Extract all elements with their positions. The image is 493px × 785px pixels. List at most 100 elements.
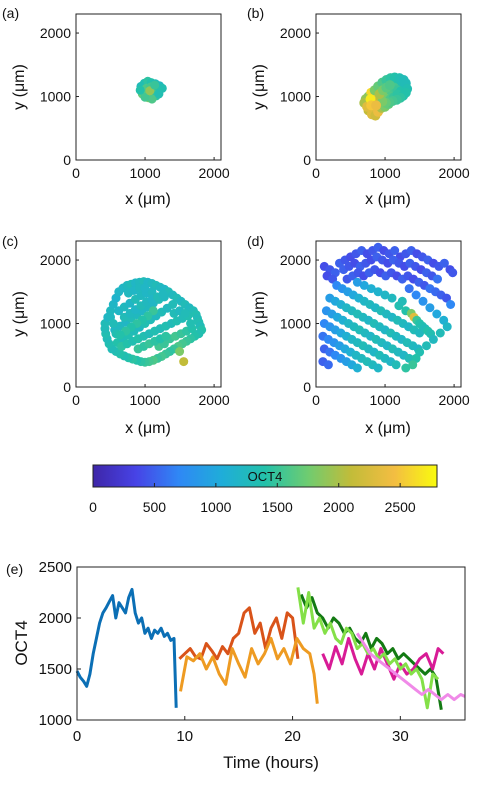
y-tick-label: 2000 [40,25,71,41]
data-point [100,324,110,334]
data-point [418,296,428,306]
points-a [135,76,167,104]
colorbar-ticks: 0 500 1000 1500 2000 2500 [89,483,416,515]
lines-e [75,587,466,711]
data-point [373,363,383,373]
colorbar-tick-label: 2000 [323,499,354,515]
data-point [439,258,449,268]
data-point [323,360,333,370]
data-point [391,360,401,370]
panel-a: (a) 0 1000 2000 0 1000 2000 x (μm) y (μm) [2,5,230,208]
x-tick-label: 1000 [129,392,160,408]
x-tick-label: 1000 [369,165,400,181]
x-tick-label: 0 [312,165,320,181]
x-tick-label: 2000 [439,392,470,408]
series-line [178,606,300,661]
xlabel-d: x (μm) [365,420,411,437]
data-point [387,293,397,303]
ylabel-b: y (μm) [251,64,268,110]
panel-e: (e) 0 10 20 30 1000 1500 2000 2500 Time (hours)… [6,559,466,772]
series-line [75,587,178,708]
panel-label-c: (c) [2,233,18,249]
colorbar-gradient [92,464,438,488]
ticks-b: 0 1000 2000 0 1000 2000 [280,25,470,181]
data-point [422,341,431,351]
data-point [397,296,407,306]
data-point [433,274,442,284]
x-tick-label: 1000 [129,165,160,181]
data-point [404,284,414,294]
data-point [352,363,362,373]
axes-box-d [315,240,462,388]
data-point [158,289,168,299]
colorbar-label: OCT4 [248,469,283,484]
data-point [352,277,362,287]
data-point [147,94,157,104]
colorbar-tick-label: 2500 [385,499,416,515]
data-point [446,300,456,309]
colorbar-tick-label: 500 [143,499,167,515]
colorbar-tick-label: 1000 [200,499,231,515]
ylabel-e: OCT4 [12,620,31,665]
data-point [150,80,160,90]
y-tick-label: 0 [303,152,311,168]
panel-d: (d) 0 1000 2000 0 1000 2000 x (μm) y (μm) [247,233,470,437]
data-point [390,246,400,255]
data-point [371,100,382,111]
data-point [186,319,196,328]
data-point [401,363,411,373]
data-point [161,331,171,341]
data-point [380,290,390,300]
x-tick-label: 30 [392,728,409,745]
panel-label-d: (d) [247,233,264,249]
x-tick-label: 2000 [199,392,230,408]
y-tick-label: 1000 [40,316,71,332]
x-tick-label: 0 [72,165,80,181]
axes-box-c [75,240,222,388]
panel-label-e: (e) [6,561,23,577]
y-tick-label: 1000 [40,89,71,105]
y-tick-label: 0 [63,152,71,168]
x-tick-label: 0 [72,392,80,408]
ylabel-a: y (μm) [11,64,28,110]
series-line [299,593,443,711]
x-tick-label: 1000 [369,392,400,408]
data-point [180,308,190,318]
data-point [115,330,125,340]
axes-box-a [75,13,222,161]
data-point [140,92,150,102]
y-tick-label: 1500 [39,661,72,678]
ticks-d: 0 1000 2000 0 1000 2000 [280,252,470,408]
xlabel-e: Time (hours) [223,753,319,772]
axes-box-e [76,566,466,721]
data-point [168,300,178,309]
data-point [425,303,435,313]
data-point [140,283,150,293]
data-point [428,334,438,344]
data-point [179,357,189,367]
data-point [373,287,383,297]
data-point [411,290,421,300]
data-point [448,268,458,278]
y-tick-label: 2000 [280,25,311,41]
data-point [442,293,451,303]
ticks-a: 0 1000 2000 0 1000 2000 [40,25,230,181]
colorbar-tick-label: 0 [89,499,97,515]
ylabel-c: y (μm) [11,291,28,337]
x-tick-label: 2000 [199,165,230,181]
x-tick-label: 2000 [439,165,470,181]
data-point [408,360,418,370]
y-tick-label: 0 [303,379,311,395]
ylabel-d: y (μm) [251,291,268,337]
panel-b: (b) 0 1000 2000 0 1000 2000 x (μm) y (μm) [247,5,470,208]
ticks-e: 0 10 20 30 1000 1500 2000 2500 [39,559,409,745]
colorbar: OCT4 0 500 1000 1500 2000 2500 [89,464,438,515]
xlabel-a: x (μm) [125,191,171,208]
data-point [442,322,452,332]
data-point [154,89,164,99]
x-tick-label: 10 [176,728,193,745]
points-c [100,277,207,367]
points-b [359,72,413,121]
data-point [175,347,185,356]
